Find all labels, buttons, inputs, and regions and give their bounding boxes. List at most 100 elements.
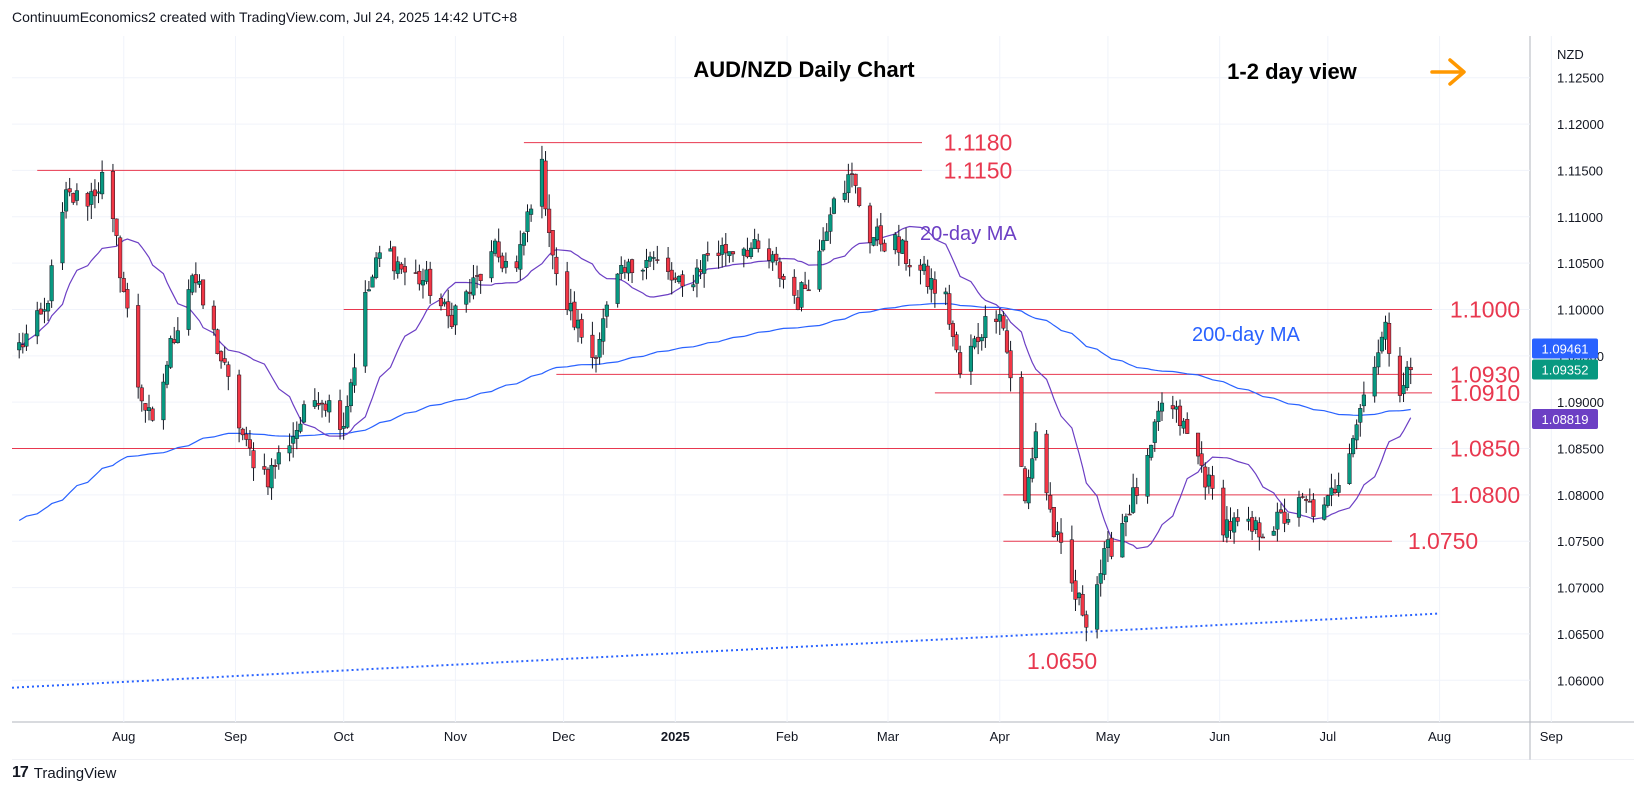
current-price-tag: 1.09352 [1532, 359, 1598, 380]
tradingview-logo-icon: 17 [12, 764, 29, 781]
candle-body [1397, 355, 1402, 396]
candle-body [1286, 519, 1291, 523]
y-tick-label: 1.12000 [1557, 117, 1604, 132]
candle-body [1278, 509, 1284, 513]
candle-body [287, 445, 292, 454]
candle-body [547, 208, 552, 233]
candle-body [402, 266, 407, 273]
candle-body [1351, 438, 1356, 455]
y-tick-label: 1.06000 [1557, 673, 1604, 688]
y-tick-label: 1.07000 [1557, 581, 1604, 596]
candle-body [932, 279, 937, 294]
candle-body [1250, 517, 1255, 532]
candle-body [85, 193, 90, 207]
candle-body [795, 297, 800, 310]
candle-body [323, 403, 328, 411]
level-label: 1.1180 [944, 130, 1013, 156]
y-axis[interactable]: 1.12500 1.12000 1.11500 1.11000 1.10500 1.100… [1532, 71, 1604, 689]
candle-body [1073, 580, 1078, 600]
candle-body [417, 270, 422, 285]
candle-body [38, 308, 43, 315]
candle-body [1105, 539, 1110, 549]
candle-body [1387, 323, 1392, 354]
candle-body [806, 289, 811, 292]
candle-body [748, 247, 754, 257]
candle-body [994, 318, 999, 322]
level-label: 1.0800 [1450, 482, 1520, 508]
candle-body [442, 301, 447, 305]
candle-body [875, 226, 880, 240]
level-label: 1.0750 [1408, 528, 1478, 554]
candle-body [474, 275, 480, 277]
candle-body [846, 174, 851, 194]
candle-body [803, 284, 808, 290]
candle-body [1022, 468, 1028, 502]
candle-body [392, 246, 397, 272]
x-tick-label: Jul [1320, 729, 1337, 744]
candle-body [1185, 419, 1190, 434]
candle-body [774, 253, 779, 261]
candle-body [219, 351, 224, 362]
candle-body [1322, 504, 1327, 520]
candle-body [514, 261, 519, 269]
candle-body [853, 173, 858, 186]
x-axis[interactable]: Aug Sep Oct Nov Dec 2025 Feb Mar Apr May Jun Jul Aug… [112, 729, 1563, 744]
candle-body [89, 191, 94, 205]
candle-body [136, 305, 141, 388]
candle-body [370, 276, 375, 288]
candle-body [276, 452, 281, 465]
candle-body [17, 342, 22, 351]
candle-body [500, 255, 505, 269]
candle-body [1120, 523, 1125, 558]
candle-body [377, 252, 382, 259]
candle-body [237, 374, 242, 429]
candle-body [341, 426, 346, 429]
candle-body [824, 231, 829, 241]
candle-body [1170, 405, 1175, 410]
candle-body [630, 259, 635, 274]
candle-body [781, 276, 786, 280]
candle-body [767, 248, 772, 261]
candle-body [1379, 336, 1384, 352]
candle-body [741, 248, 746, 256]
tradingview-brand[interactable]: 17 TradingView [12, 764, 116, 782]
candle-body [716, 252, 721, 256]
candle-body [922, 263, 927, 272]
ma20-label: 20-day MA [920, 223, 1017, 245]
candle-body [114, 218, 119, 236]
candle-body [143, 403, 148, 411]
candle-body [1332, 488, 1338, 493]
candle-body [705, 253, 710, 256]
candle-body [1177, 405, 1183, 426]
candle-body [601, 318, 606, 342]
y-tick-label: 1.09000 [1557, 395, 1604, 410]
candle-body [1358, 408, 1363, 423]
candle-body [615, 273, 620, 304]
candle-body [694, 267, 700, 284]
candle-body [1336, 485, 1341, 493]
candle-body [312, 400, 317, 407]
candle-body [976, 336, 981, 342]
candle-body [828, 214, 833, 232]
candle-body [1044, 433, 1049, 494]
candle-body [438, 297, 444, 307]
price-tag-bg [1532, 338, 1598, 359]
level-label: 1.1000 [1450, 296, 1520, 322]
candle-body [666, 257, 671, 272]
candle-body [301, 404, 307, 423]
candle-body [496, 241, 501, 258]
candle-body [1181, 420, 1186, 429]
candle-body [420, 280, 426, 286]
x-tick-label: May [1096, 729, 1121, 744]
candle-body [565, 271, 570, 311]
candle-body [1296, 497, 1302, 518]
candle-body [1235, 517, 1240, 522]
candle-body [745, 249, 750, 258]
candle-body [118, 237, 123, 279]
candle-body [1026, 477, 1031, 504]
candle-body [1098, 573, 1103, 584]
candle-body [493, 240, 498, 254]
candle-body [1051, 507, 1056, 538]
level-label: 1.0930 [1450, 361, 1520, 387]
